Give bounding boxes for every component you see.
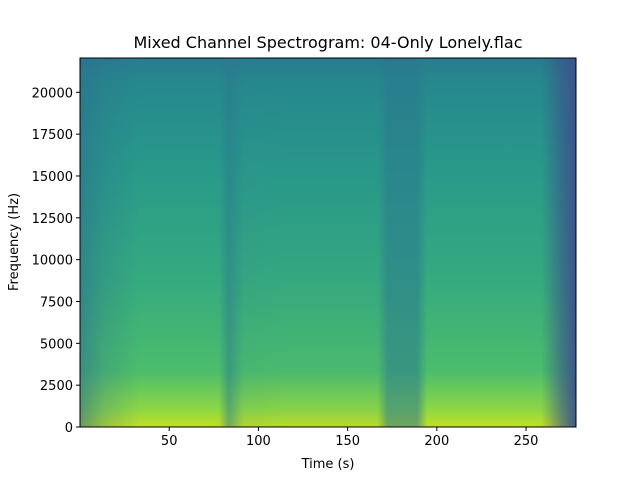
y-tick-label: 7500 — [40, 295, 73, 310]
y-axis-label: Frequency (Hz) — [7, 193, 22, 291]
y-tick-label: 5000 — [40, 337, 73, 352]
spectrogram-shading — [80, 58, 576, 427]
y-tick-label: 2500 — [40, 379, 73, 394]
x-tick-label: 50 — [161, 434, 178, 449]
axes-frame — [79, 57, 577, 428]
y-tick-label: 0 — [65, 421, 73, 436]
x-tick-label: 100 — [246, 434, 271, 449]
y-tick-label: 12500 — [32, 212, 73, 227]
x-tick-label: 150 — [335, 434, 360, 449]
x-tick-label: 200 — [424, 434, 449, 449]
y-tick-label: 10000 — [32, 254, 73, 269]
y-tick-label: 17500 — [32, 128, 73, 143]
y-tick-label: 20000 — [32, 86, 73, 101]
x-tick-label: 250 — [514, 434, 539, 449]
chart-title: Mixed Channel Spectrogram: 04-Only Lonel… — [133, 33, 522, 52]
y-tick-label: 15000 — [32, 170, 73, 185]
x-axis-label: Time (s) — [301, 457, 355, 472]
